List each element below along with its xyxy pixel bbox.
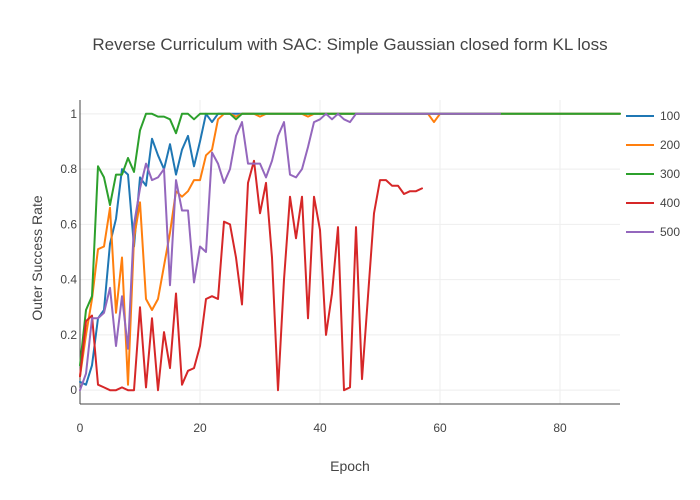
series-line-200 — [79, 112, 621, 386]
series-line-300 — [79, 112, 621, 367]
x-tick-label: 40 — [313, 421, 327, 435]
x-tick-label: 20 — [193, 421, 207, 435]
x-tick-label: 80 — [553, 421, 567, 435]
axes — [79, 100, 620, 405]
x-tick-label: 60 — [433, 421, 447, 435]
legend-label: 500 — [660, 225, 680, 239]
series-line-400 — [79, 159, 423, 392]
legend-label: 300 — [660, 167, 680, 181]
y-tick-label: 1 — [70, 107, 77, 121]
legend-label: 200 — [660, 138, 680, 152]
y-axis-title: Outer Success Rate — [29, 195, 45, 320]
legend-item-400[interactable]: 400 — [626, 196, 680, 210]
x-axis-title: Epoch — [330, 458, 370, 474]
chart-title: Reverse Curriculum with SAC: Simple Gaus… — [92, 35, 607, 54]
legend-label: 100 — [660, 109, 680, 123]
legend-item-300[interactable]: 300 — [626, 167, 680, 181]
legend-item-100[interactable]: 100 — [626, 109, 680, 123]
x-tick-label: 0 — [77, 421, 84, 435]
legend-label: 400 — [660, 196, 680, 210]
legend[interactable]: 100 200 300 400 500 — [626, 109, 680, 239]
y-tick-label: 0 — [70, 383, 77, 397]
tick-labels: 0 0.2 0.4 0.6 0.8 1 0 20 40 60 80 — [60, 107, 567, 435]
series-layer — [79, 112, 621, 392]
legend-item-500[interactable]: 500 — [626, 225, 680, 239]
y-tick-label: 0.6 — [60, 217, 77, 231]
series-line-500 — [79, 112, 501, 392]
y-tick-label: 0.8 — [60, 162, 77, 176]
legend-item-200[interactable]: 200 — [626, 138, 680, 152]
series-line-100 — [79, 112, 621, 386]
y-tick-label: 0.2 — [60, 328, 77, 342]
y-tick-label: 0.4 — [60, 273, 77, 287]
